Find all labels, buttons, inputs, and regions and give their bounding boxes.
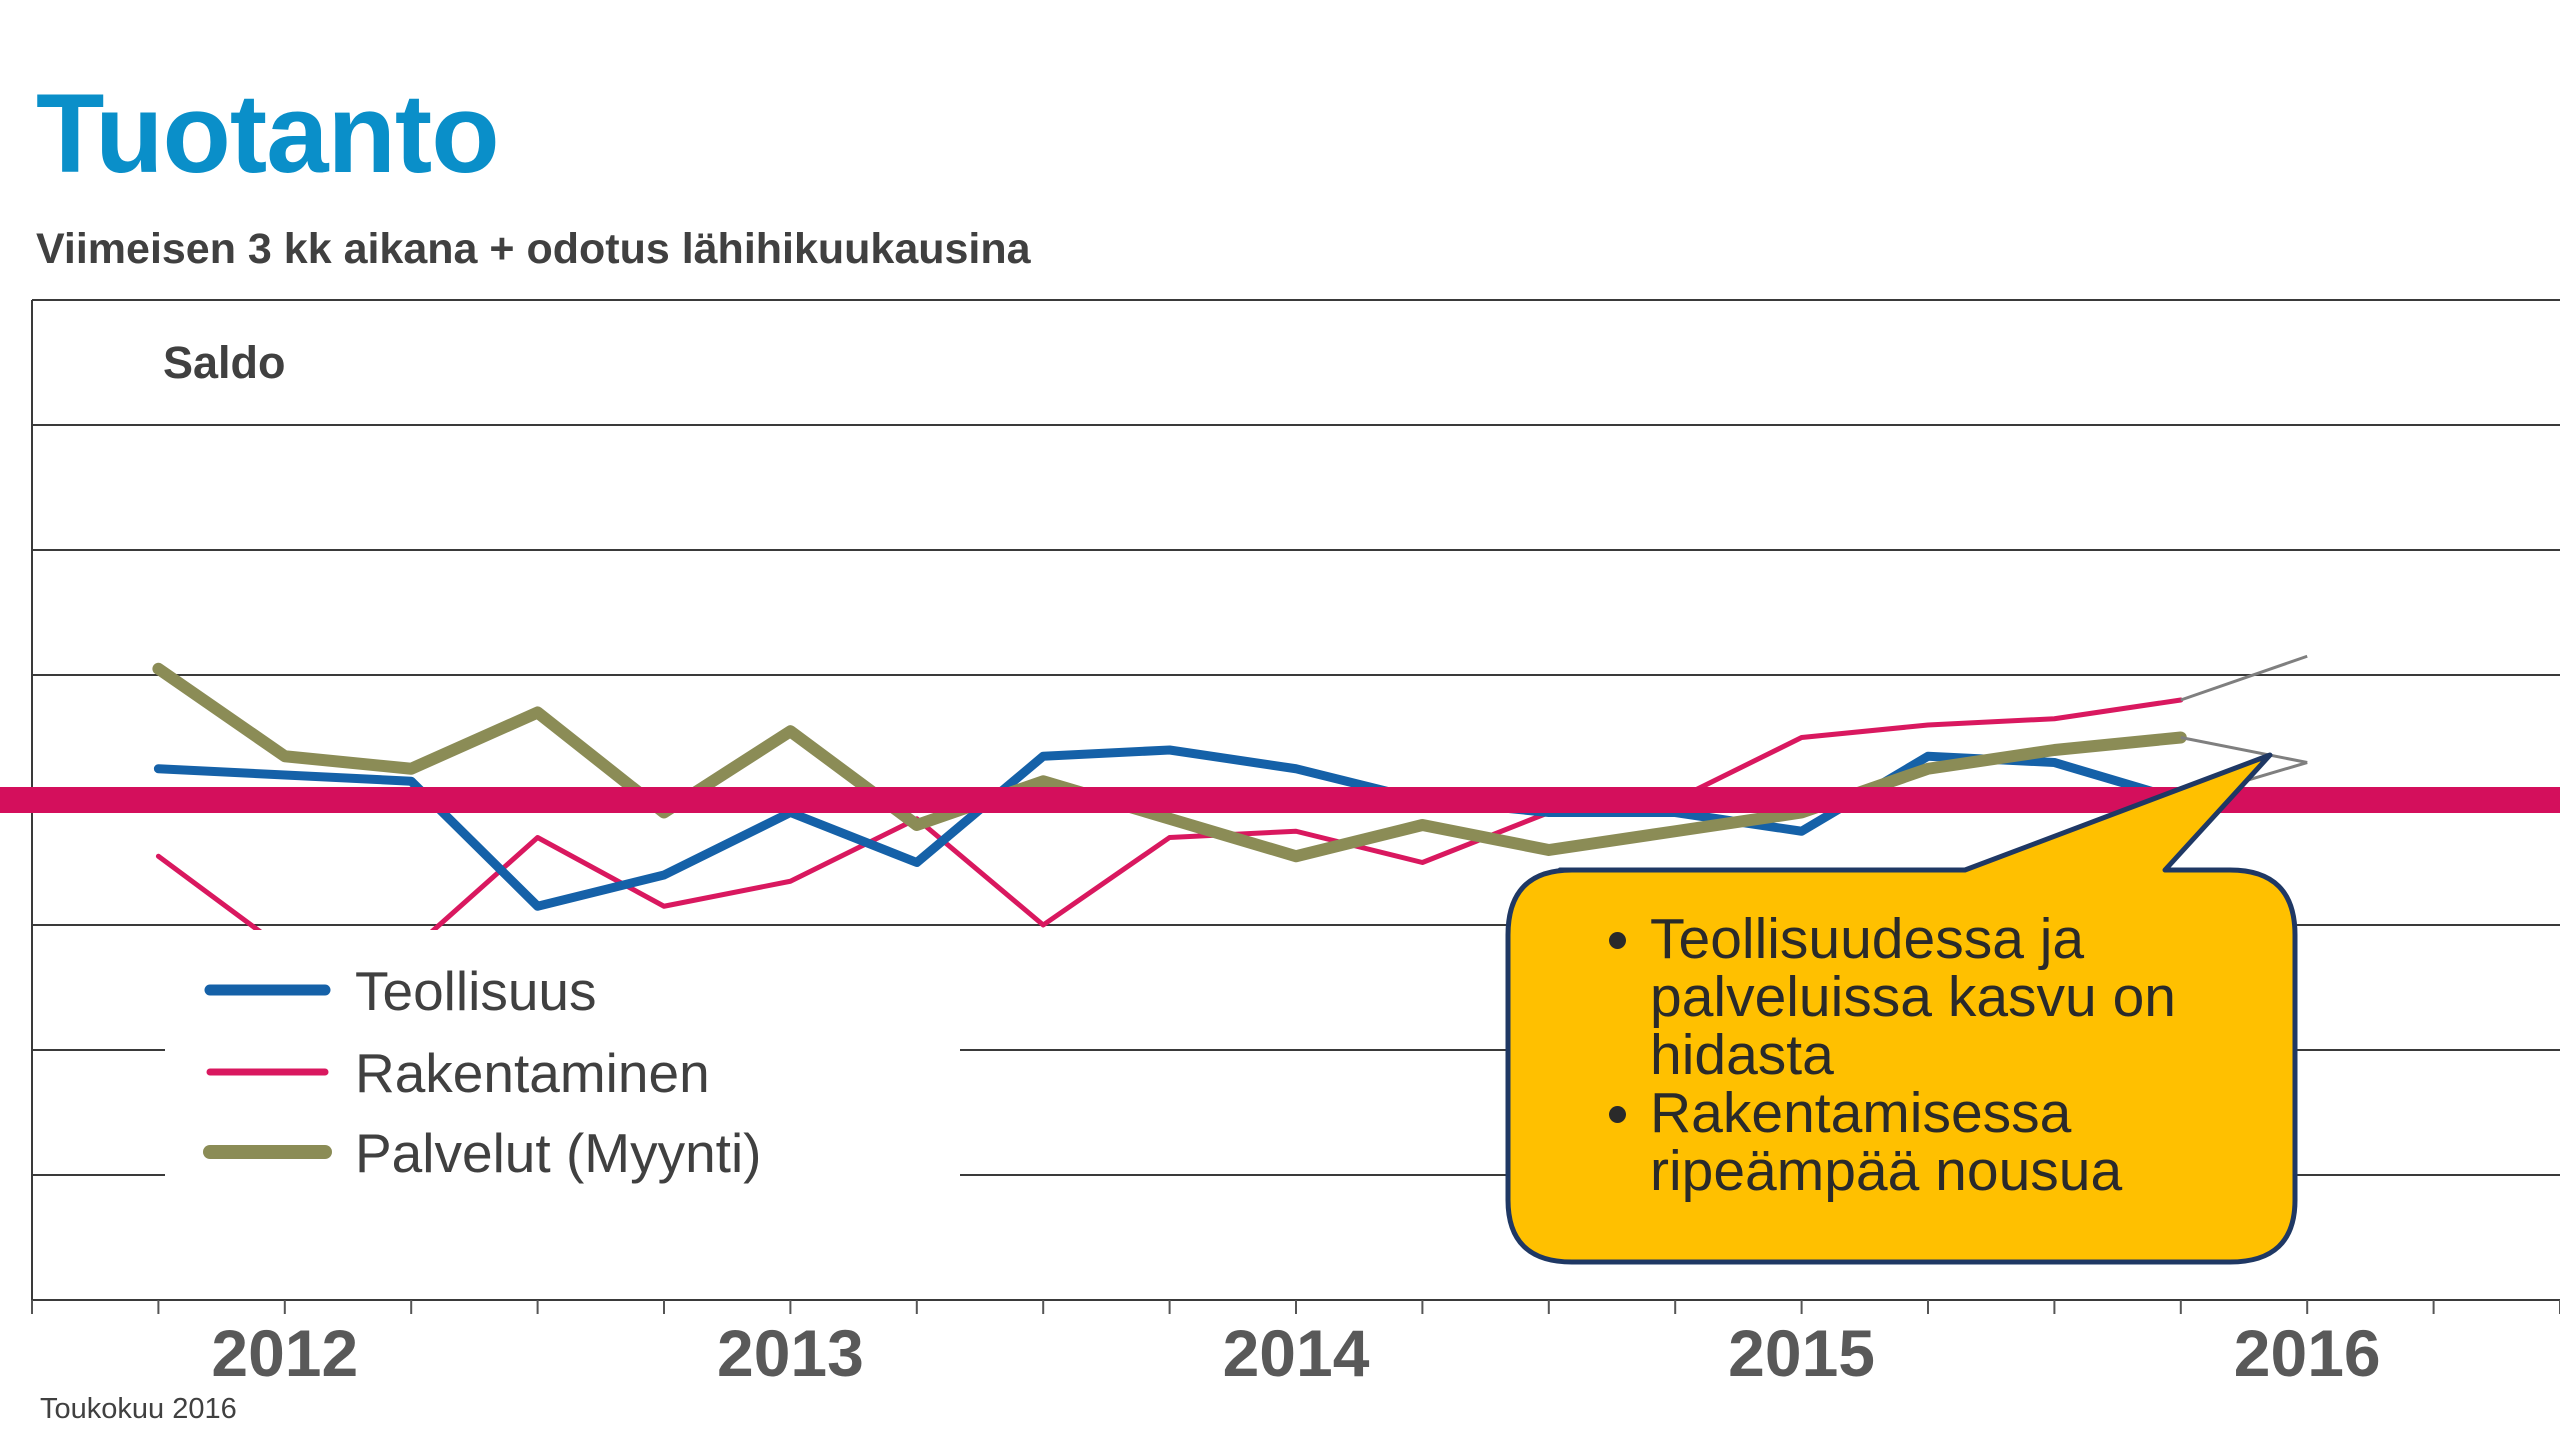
forecast-line-rakentaminen	[2180, 654, 2308, 702]
grid-layer: -40 -30 -20 -10 10 20 30 40	[0, 269, 2560, 1332]
legend-label-palvelut: Palvelut (Myynti)	[355, 1122, 761, 1184]
y-tick-label: 40	[0, 269, 2, 332]
x-tick-label: 2013	[717, 1316, 864, 1390]
y-tick-label: 10	[0, 644, 2, 707]
forecast-line-palvelut	[2180, 736, 2308, 764]
callout-bullet-2: Rakentamisessa ripeämpää nousua	[1650, 1084, 2300, 1200]
x-tick-label: 2012	[211, 1316, 358, 1390]
y-tick-label: -10	[0, 894, 2, 957]
page-footer-date: Toukokuu 2016	[40, 1393, 237, 1425]
y-tick-label: -40	[0, 1269, 2, 1332]
callout-bullet-1: Teollisuudessa ja palveluissa kasvu on h…	[1650, 910, 2300, 1084]
x-tick-label: 2016	[2234, 1316, 2381, 1390]
y-tick-label: -20	[0, 1019, 2, 1082]
callout-text: Teollisuudessa ja palveluissa kasvu on h…	[1540, 910, 2300, 1200]
legend-label-rakentaminen: Rakentaminen	[355, 1042, 710, 1104]
y-tick-label: 30	[0, 394, 2, 457]
y-tick-label: -30	[0, 1144, 2, 1207]
legend: Teollisuus Rakentaminen Palvelut (Myynti)	[165, 930, 960, 1200]
x-tick-label: 2014	[1223, 1316, 1370, 1390]
y-tick-label: 20	[0, 519, 2, 582]
callout-shape	[1505, 752, 2298, 1265]
legend-label-teollisuus: Teollisuus	[355, 960, 597, 1022]
series-line-rakentaminen	[155, 697, 2184, 953]
page-title: Tuotanto	[36, 71, 500, 196]
callout-box	[1505, 752, 2298, 1265]
x-axis: 2012 2013 2014 2015 2016	[31, 1300, 2560, 1390]
x-tick-label: 2015	[1728, 1316, 1875, 1390]
y-axis-unit-label: Saldo	[163, 337, 286, 388]
page-subtitle: Viimeisen 3 kk aikana + odotus lähihikuu…	[36, 225, 1031, 273]
